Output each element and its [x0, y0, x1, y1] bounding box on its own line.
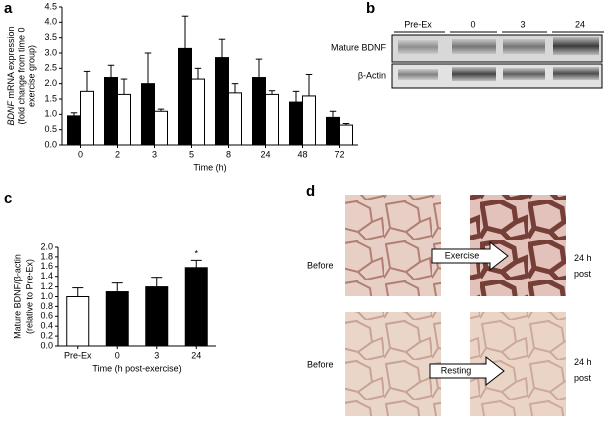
y-tick-label: 1.5	[44, 93, 57, 103]
bar	[105, 291, 129, 347]
y-tick-label: 2.5	[44, 63, 57, 73]
bar	[67, 115, 81, 146]
x-tick-label: Pre-Ex	[64, 350, 92, 360]
row-label: β-Actin	[358, 70, 386, 80]
annotation: *	[194, 249, 198, 259]
bar	[302, 95, 316, 146]
x-tick-label: 8	[226, 149, 231, 159]
bar	[265, 93, 279, 146]
panel-label: b	[366, 0, 375, 17]
y-tick-label: 0.6	[40, 311, 53, 321]
x-tick-label: 5	[189, 149, 194, 159]
y-tick-label: 1.6	[40, 261, 53, 271]
bar	[141, 83, 155, 146]
lane-label: 24	[575, 19, 585, 29]
y-tick-label: 4.0	[44, 17, 57, 27]
bar	[145, 286, 169, 347]
y-tick-label: 0.8	[40, 301, 53, 311]
y-tick-label: 1.0	[40, 291, 53, 301]
y-tick-label: 0.4	[40, 321, 53, 331]
x-tick-label: 24	[191, 350, 201, 360]
y-axis-label: exercise group)	[26, 45, 36, 107]
y-tick-label: 1.8	[40, 251, 53, 261]
x-tick-label: 0	[115, 350, 120, 360]
x-tick-label: 0	[78, 149, 83, 159]
y-axis-label: (relative to Pre-Ex)	[24, 259, 34, 334]
bar	[339, 124, 353, 146]
arrow-label: Resting	[441, 365, 472, 375]
panel-label: c	[4, 190, 12, 207]
arrow-label: Exercise	[445, 250, 480, 260]
bar	[252, 77, 266, 146]
histology: Exercise Resting Before Before 24 h post…	[307, 195, 592, 416]
y-tick-label: 2.0	[44, 78, 57, 88]
row-label: Before	[307, 359, 334, 369]
y-tick-label: 0.2	[40, 330, 53, 340]
bar	[191, 78, 205, 146]
panel-label: a	[4, 0, 13, 17]
y-tick-label: 0.0	[44, 139, 57, 149]
y-tick-label: 3.0	[44, 47, 57, 57]
x-tick-label: 3	[152, 149, 157, 159]
x-axis-label: Time (h post-exercise)	[92, 363, 181, 373]
row-label: 24 h post	[574, 253, 592, 279]
bar	[80, 90, 94, 146]
y-tick-label: 1.2	[40, 281, 53, 291]
x-tick-label: 48	[297, 149, 307, 159]
bar	[184, 267, 208, 347]
row-label: Before	[307, 260, 334, 270]
y-tick-label: 1.0	[44, 109, 57, 119]
x-axis-label: Time (h)	[193, 162, 226, 172]
y-tick-label: 0.0	[40, 340, 53, 350]
lane-label: 3	[520, 19, 525, 29]
y-tick-label: 3.5	[44, 32, 57, 42]
bar	[326, 116, 340, 146]
lane-label: 0	[470, 19, 475, 29]
y-tick-label: 1.4	[40, 271, 53, 281]
panel-label: d	[306, 183, 315, 200]
bar	[215, 57, 229, 146]
y-tick-label: 4.5	[44, 1, 57, 11]
x-tick-label: 24	[260, 149, 270, 159]
row-label: 24 h post	[574, 357, 592, 383]
bar	[178, 47, 192, 146]
y-axis-label: BDNF mRNA expression	[6, 26, 16, 125]
bar	[154, 110, 168, 146]
bar	[66, 296, 90, 347]
x-tick-label: 3	[154, 350, 159, 360]
lane-label: Pre-Ex	[404, 19, 432, 29]
bar	[104, 77, 118, 146]
western-blot: Pre-Ex 0 3 24 Mature BDNF β-Actin	[331, 19, 604, 89]
y-tick-label: 0.5	[44, 124, 57, 134]
x-tick-label: 72	[334, 149, 344, 159]
y-axis-label: Mature BDNF/β-actin	[12, 254, 22, 339]
bar	[228, 92, 242, 146]
y-tick-label: 2.0	[40, 241, 53, 251]
row-label: Mature BDNF	[331, 42, 387, 52]
y-axis-label: (fold change from time 0	[16, 27, 26, 124]
bar	[289, 101, 303, 146]
x-tick-label: 2	[115, 149, 120, 159]
bar	[117, 93, 131, 146]
